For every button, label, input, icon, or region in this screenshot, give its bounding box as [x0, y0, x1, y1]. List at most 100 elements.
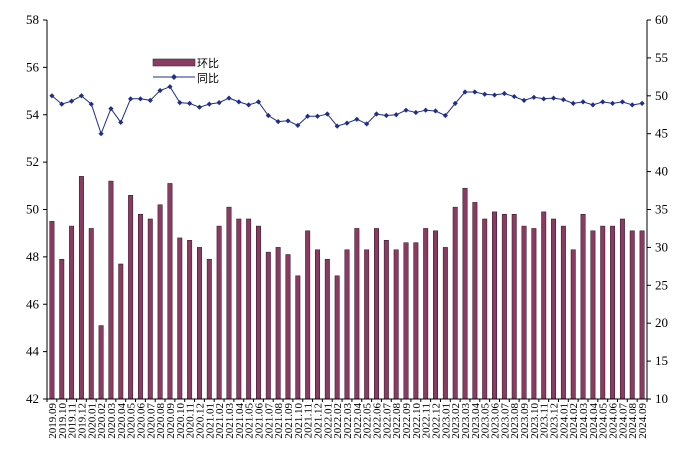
- line-point: [305, 113, 311, 119]
- line-point: [580, 99, 586, 105]
- x-tick-label: 2021.08: [273, 403, 285, 439]
- bar: [580, 213, 586, 400]
- right-tick-label: 30: [655, 239, 668, 254]
- line-point: [639, 100, 645, 106]
- right-tick-label: 25: [655, 277, 668, 292]
- bar: [423, 228, 429, 400]
- x-tick-label: 2021.04: [234, 403, 246, 439]
- x-tick-label: 2021.06: [253, 403, 265, 439]
- bar: [78, 176, 84, 400]
- x-tick-label: 2023.01: [440, 403, 452, 439]
- line-point: [501, 90, 507, 97]
- line-point: [403, 107, 409, 113]
- bar: [442, 247, 448, 400]
- line-point: [609, 100, 616, 106]
- x-tick-label: 2021.10: [293, 403, 305, 439]
- x-tick-label: 2022.10: [411, 403, 423, 439]
- line-point: [187, 100, 193, 106]
- x-tick-label: 2020.03: [106, 403, 118, 439]
- legend-line-marker: [171, 74, 177, 80]
- bar: [521, 225, 527, 400]
- x-tick-label: 2020.12: [194, 403, 206, 439]
- bar: [69, 225, 75, 400]
- line-point: [68, 98, 75, 104]
- x-axis: 2019.092019.102019.112019.122020.012020.…: [46, 398, 649, 439]
- x-tick-label: 2020.02: [96, 403, 108, 439]
- bar: [383, 240, 389, 400]
- x-tick-label: 2023.12: [549, 403, 561, 439]
- line-point: [137, 96, 144, 102]
- line-path: [51, 86, 643, 136]
- x-tick-label: 2019.11: [67, 403, 79, 438]
- bar: [206, 258, 212, 400]
- line-point: [570, 100, 576, 106]
- bar: [541, 211, 547, 400]
- line-point: [550, 95, 557, 101]
- x-tick-label: 2024.05: [598, 403, 610, 439]
- bar: [354, 228, 360, 400]
- right-y-axis: 10 15 20 25 30 35 40 45 50 55 60: [646, 12, 668, 406]
- bar: [433, 230, 438, 400]
- x-tick-label: 2023.03: [460, 403, 472, 439]
- x-tick-label: 2021.09: [283, 403, 295, 439]
- x-tick-label: 2021.07: [263, 403, 275, 439]
- left-tick-label: 50: [26, 202, 39, 217]
- left-tick-label: 56: [26, 59, 40, 74]
- x-tick-label: 2021.05: [244, 403, 256, 439]
- bar: [275, 247, 281, 400]
- bar: [393, 249, 399, 400]
- bar: [551, 218, 557, 400]
- bar: [118, 263, 124, 400]
- line-point: [295, 122, 301, 128]
- line-point: [216, 100, 222, 106]
- bar: [196, 247, 202, 400]
- line-point: [206, 101, 212, 107]
- x-tick-label: 2024.02: [568, 403, 580, 439]
- line-point: [78, 93, 85, 99]
- bar: [501, 213, 507, 400]
- x-tick-label: 2020.06: [135, 403, 147, 439]
- left-tick-label: 48: [26, 249, 39, 264]
- bar: [531, 228, 537, 400]
- bar: [511, 213, 517, 400]
- line-point: [324, 111, 330, 117]
- line-point: [373, 111, 380, 117]
- line-point: [128, 96, 134, 102]
- line-point: [196, 104, 203, 110]
- x-tick-label: 2022.07: [381, 403, 393, 439]
- bar: [216, 225, 222, 400]
- left-tick-label: 46: [26, 296, 40, 311]
- bar: [560, 225, 566, 400]
- x-tick-label: 2024.03: [578, 403, 590, 439]
- x-tick-label: 2020.01: [86, 403, 98, 439]
- line-point: [108, 106, 114, 112]
- bar: [619, 218, 625, 400]
- line-point: [364, 121, 370, 127]
- line-point: [491, 92, 498, 98]
- line-point: [344, 120, 350, 126]
- x-tick-label: 2023.05: [480, 403, 492, 439]
- x-tick-label: 2022.09: [401, 403, 413, 439]
- line-point: [541, 96, 547, 102]
- line-point: [452, 100, 458, 106]
- line-point: [432, 108, 439, 114]
- x-tick-label: 2022.06: [372, 403, 384, 439]
- x-tick-label: 2024.08: [627, 403, 639, 439]
- bar: [344, 249, 350, 400]
- x-tick-label: 2024.07: [617, 403, 629, 439]
- right-tick-label: 45: [655, 126, 668, 141]
- line-point: [255, 99, 262, 105]
- line-point: [511, 93, 517, 100]
- x-tick-label: 2022.12: [431, 403, 443, 439]
- legend-bar-swatch: [152, 58, 196, 67]
- line-point: [413, 109, 419, 116]
- bar: [88, 228, 94, 400]
- line-point: [393, 112, 399, 118]
- right-tick-label: 10: [655, 391, 668, 406]
- line-point: [462, 89, 468, 95]
- line-point: [246, 102, 252, 108]
- legend-label-tongbi: 同比: [197, 72, 219, 85]
- bar: [167, 183, 173, 400]
- bar: [590, 230, 596, 400]
